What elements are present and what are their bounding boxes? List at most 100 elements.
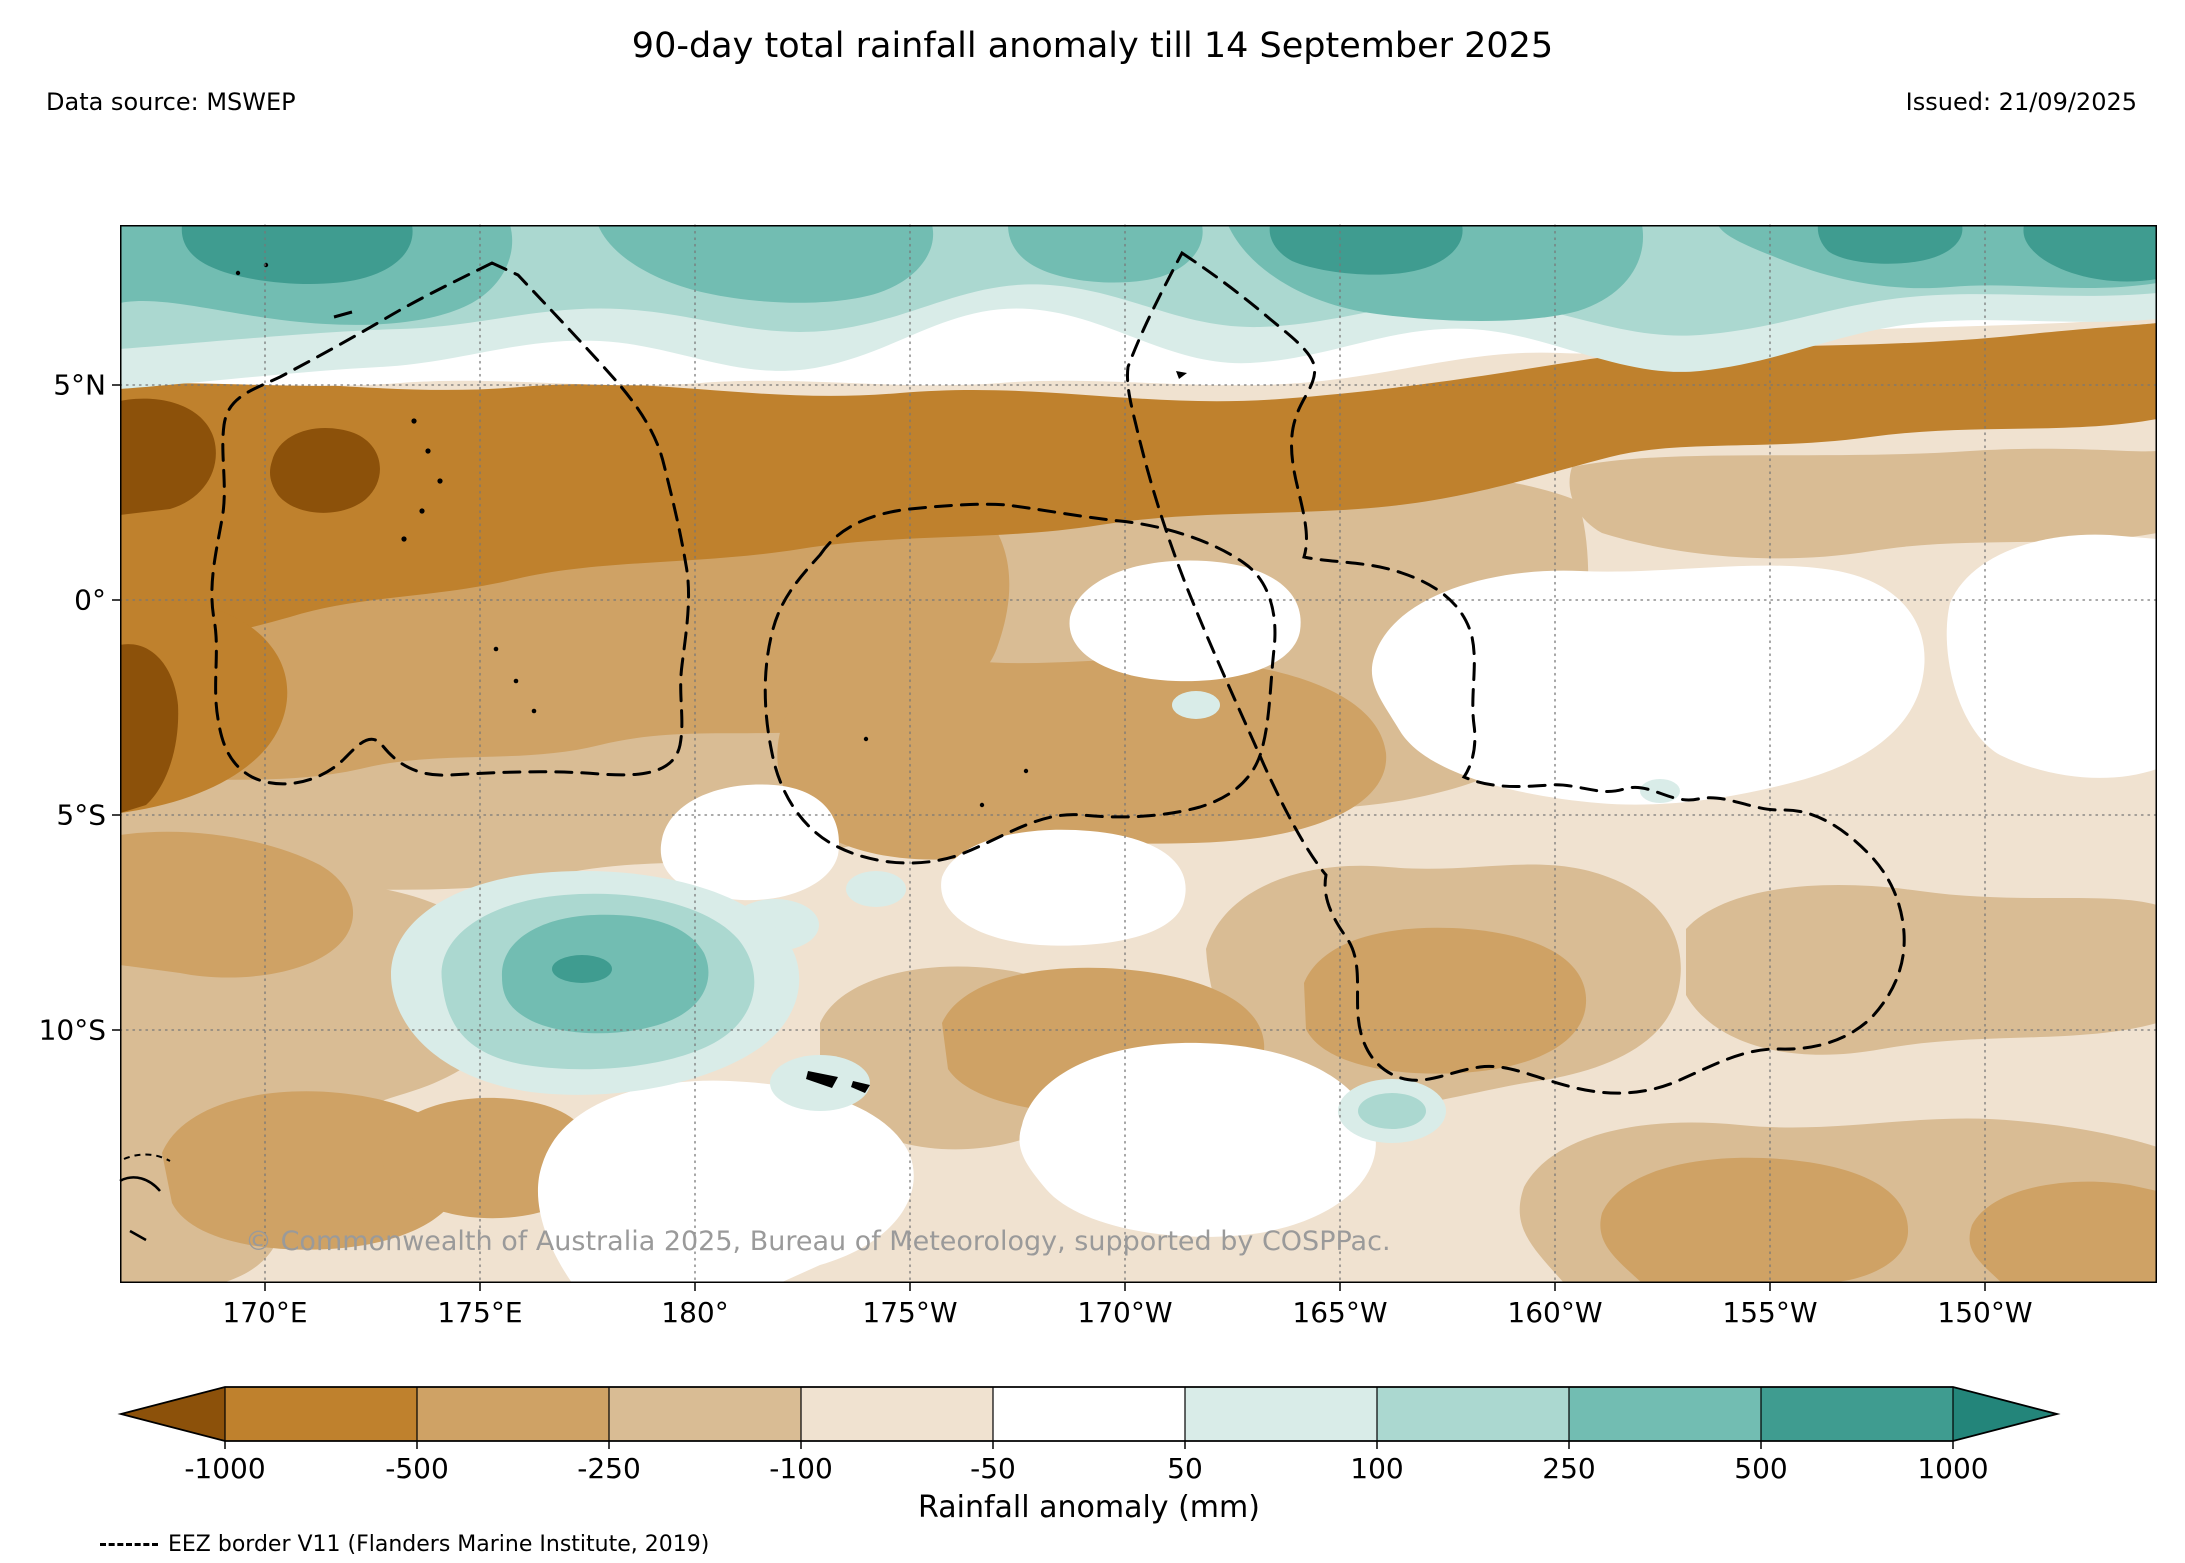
colorbar-segment [1569, 1387, 1761, 1441]
x-tick-label: 175°E [437, 1296, 523, 1329]
island-icon [129, 1229, 147, 1242]
y-tick-label: 5°S [56, 798, 106, 832]
anomaly-map [112, 224, 2158, 1291]
contour-region [1358, 1093, 1426, 1129]
island-icon [531, 708, 537, 714]
colorbar-tick-label: -500 [385, 1452, 449, 1485]
colorbar-tick-label: -100 [769, 1452, 833, 1485]
colorbar-segment [993, 1387, 1185, 1441]
map-frame [120, 225, 2157, 1283]
colorbar-title: Rainfall anomaly (mm) [918, 1490, 1260, 1525]
contour-region [1172, 691, 1220, 719]
island-icon [333, 310, 353, 319]
graticule [119, 224, 2158, 1284]
x-tick-label: 160°W [1507, 1296, 1603, 1329]
island-icon [401, 536, 407, 542]
colorbar-tick-label: 500 [1734, 1452, 1788, 1485]
eez-fragment [123, 1153, 171, 1162]
contour-region [1640, 779, 1680, 803]
contour-region [181, 225, 413, 284]
island-icon [1023, 768, 1029, 774]
contour-region [1269, 225, 1463, 275]
island-icon [419, 508, 425, 514]
colorbar-segment [1377, 1387, 1569, 1441]
contour-region [270, 428, 380, 513]
island-icon [851, 1081, 870, 1093]
dark-brown-regions [120, 398, 380, 813]
island-icon [493, 646, 499, 652]
colorbar-segment [609, 1387, 801, 1441]
contour-region [120, 831, 354, 978]
y-tick-label: 0° [74, 583, 106, 617]
colorbar [117, 1386, 2061, 1449]
contour-region [660, 784, 840, 901]
eez-border-east [1126, 250, 1906, 1095]
x-tick-label: 155°W [1722, 1296, 1818, 1329]
contour-region [1686, 885, 2157, 1055]
colorbar-tick-label: 50 [1167, 1452, 1203, 1485]
contour-region [1946, 534, 2157, 778]
colorbar-tick-label: -250 [577, 1452, 641, 1485]
x-tick-label: 175°W [862, 1296, 958, 1329]
y-tick-label: 10°S [38, 1013, 106, 1047]
copyright-note: © Commonwealth of Australia 2025, Bureau… [245, 1226, 1391, 1257]
colorbar-tick-label: -50 [970, 1452, 1016, 1485]
colorbar-segment [1761, 1387, 1953, 1441]
eez-dash-sample [100, 1543, 158, 1546]
contour-region [1600, 1157, 1909, 1283]
contour-region [777, 658, 1387, 860]
colorbar-ticks [224, 1441, 1954, 1449]
contour-region [120, 644, 179, 813]
contour-region [1304, 927, 1587, 1074]
contour-region [162, 1091, 465, 1250]
x-tick-label: 165°W [1292, 1296, 1388, 1329]
contour-region [120, 323, 2157, 651]
colorbar-tick-label: 100 [1350, 1452, 1404, 1485]
contour-region [1019, 1042, 1376, 1237]
contour-region [1569, 448, 2157, 559]
contour-region [120, 398, 216, 515]
north-teal-band [120, 225, 2157, 389]
x-tick-label: 170°E [222, 1296, 308, 1329]
island-icon [806, 1071, 838, 1088]
island-icon [235, 270, 241, 276]
island-icon [437, 478, 443, 484]
eez-footnote-text: EEZ border V11 (Flanders Marine Institut… [168, 1532, 710, 1557]
island-icon [411, 418, 417, 424]
contour-region [1069, 560, 1301, 682]
y-axis-ticks [112, 384, 120, 1031]
island-icon [863, 736, 869, 742]
island-icon [425, 448, 431, 454]
issued-date-label: Issued: 21/09/2025 [1905, 88, 2137, 116]
island-icon [1176, 371, 1187, 379]
anomaly-field [119, 225, 2157, 1283]
southwest-teal-blob [391, 871, 800, 1095]
island-icon [513, 678, 519, 684]
contour-region [1008, 225, 1203, 283]
contour-region [1969, 1181, 2157, 1283]
eez-border-central [763, 502, 1277, 865]
contour-region [2023, 225, 2157, 282]
island-icon [119, 1176, 161, 1192]
colorbar-segment [801, 1387, 993, 1441]
colorbar-tick-label: 1000 [1917, 1452, 1989, 1485]
colorbar-segment [225, 1387, 417, 1441]
colorbar-segment [417, 1387, 609, 1441]
colorbar-arrow-left [121, 1387, 225, 1441]
x-axis-ticks [264, 1283, 1986, 1291]
eez-borders [210, 250, 1906, 1095]
y-tick-label: 5°N [53, 368, 106, 402]
contour-region [552, 955, 612, 983]
island-icon [979, 802, 985, 808]
contour-region [941, 829, 1186, 946]
x-tick-label: 170°W [1077, 1296, 1173, 1329]
colorbar-arrow-right [1953, 1387, 2057, 1441]
colorbar-tick-label: -1000 [184, 1452, 266, 1485]
colorbar-dividers [224, 1387, 1954, 1441]
colorbar-tick-label: 250 [1542, 1452, 1596, 1485]
contour-region [846, 871, 906, 907]
map-area [112, 224, 2158, 1291]
contour-region [598, 225, 934, 303]
data-source-label: Data source: MSWEP [46, 88, 296, 116]
